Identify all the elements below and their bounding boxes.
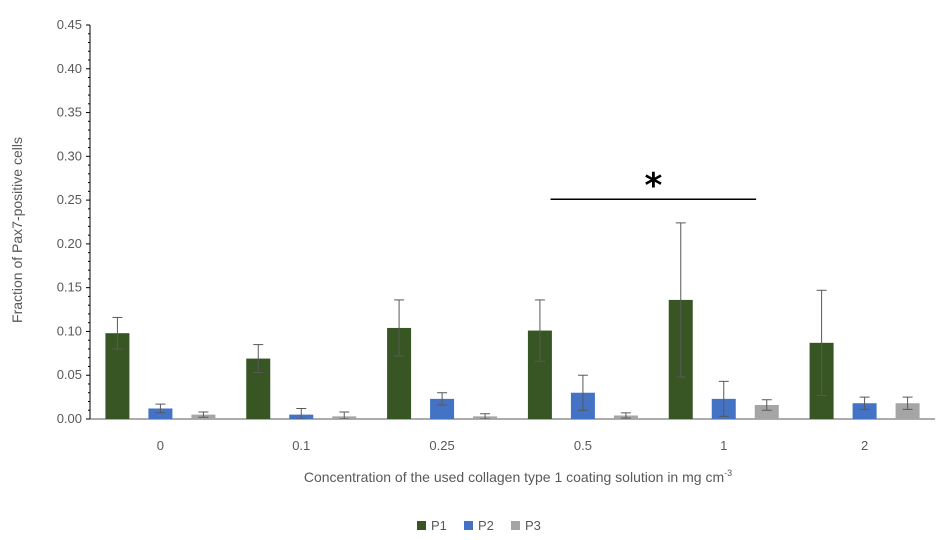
x-tick-label: 1: [720, 438, 727, 453]
bar-p2: [148, 408, 173, 419]
x-tick-label: 0.1: [292, 438, 310, 453]
y-tick-label: 0.05: [57, 367, 82, 382]
x-tick-label: 0.25: [429, 438, 454, 453]
y-tick-label: 0.20: [57, 236, 82, 251]
bar-p3: [754, 404, 779, 419]
legend-label-p3: P3: [525, 518, 541, 533]
y-tick-label: 0.45: [57, 17, 82, 32]
legend: P1 P2 P3: [417, 518, 541, 533]
y-tick-label: 0.30: [57, 148, 82, 163]
x-tick-label: 0.5: [574, 438, 592, 453]
y-tick-label: 0.25: [57, 192, 82, 207]
x-tick-label: 2: [861, 438, 868, 453]
x-tick-label: 0: [157, 438, 164, 453]
bar-p2: [852, 403, 877, 419]
legend-swatch-p3: [511, 521, 520, 530]
x-axis-title: Concentration of the used collagen type …: [304, 468, 732, 485]
x-axis-title-superscript: -3: [724, 468, 732, 478]
y-tick-label: 0.00: [57, 411, 82, 426]
significance-asterisk: *: [644, 166, 662, 206]
x-axis-title-text: Concentration of the used collagen type …: [304, 469, 724, 485]
y-tick-label: 0.15: [57, 280, 82, 295]
y-tick-label: 0.10: [57, 323, 82, 338]
bar-p3: [895, 403, 920, 419]
y-tick-label: 0.40: [57, 61, 82, 76]
legend-label-p1: P1: [431, 518, 447, 533]
y-axis: 0.00 0.05 0.10 0.15 0.20 0.25 0.30 0.35 0.40 0.45: [57, 17, 91, 426]
bar-p2: [430, 398, 455, 419]
y-tick-label: 0.35: [57, 105, 82, 120]
y-axis-title: Fraction of Pax7-positive cells: [9, 137, 25, 323]
significance-annotation: *: [550, 166, 757, 206]
x-axis: 0 0.1 0.25 0.5 1 2: [90, 418, 935, 453]
error-bars: [112, 222, 913, 420]
legend-label-p2: P2: [478, 518, 494, 533]
legend-swatch-p1: [417, 521, 426, 530]
bar-p1: [105, 333, 130, 419]
bars: [105, 299, 920, 419]
legend-swatch-p2: [464, 521, 473, 530]
